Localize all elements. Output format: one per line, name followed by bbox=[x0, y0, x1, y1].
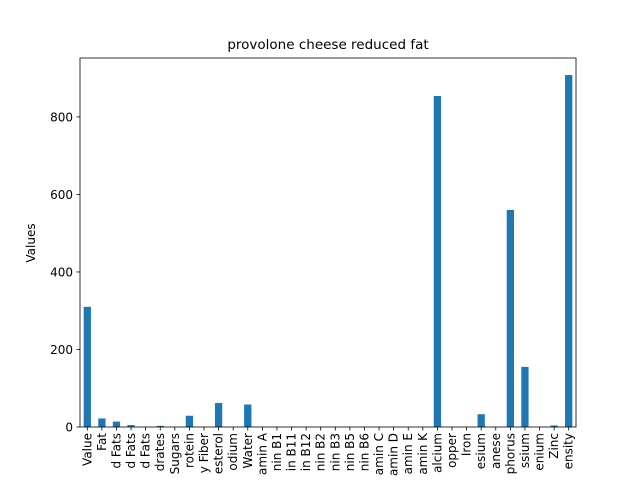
x-tick-label: amin K bbox=[416, 432, 430, 475]
y-tick-label: 200 bbox=[50, 343, 73, 357]
x-tick-label: nin B1 bbox=[270, 433, 284, 471]
x-tick-label: amin A bbox=[255, 432, 269, 475]
x-tick-label: enium bbox=[533, 433, 547, 471]
x-tick-label: anese bbox=[489, 433, 503, 469]
x-tick-label: y Fiber bbox=[197, 433, 211, 473]
x-tick-label: Water bbox=[241, 433, 255, 469]
x-tick-label: Iron bbox=[460, 433, 474, 456]
bar bbox=[112, 421, 121, 427]
bar bbox=[83, 306, 91, 427]
bar bbox=[185, 415, 194, 427]
y-tick-label: 0 bbox=[65, 421, 73, 435]
bar bbox=[433, 95, 442, 428]
x-tick-label: nin B6 bbox=[357, 433, 371, 471]
x-tick-label: Fat bbox=[95, 433, 109, 451]
bar bbox=[565, 75, 573, 428]
y-axis-label: Values bbox=[24, 223, 38, 262]
y-axis: 0 200 400 600 800 bbox=[50, 110, 80, 435]
y-tick-label: 800 bbox=[50, 110, 73, 124]
x-tick-label: in B12 bbox=[299, 433, 313, 471]
bar bbox=[506, 209, 514, 427]
bar bbox=[98, 418, 106, 427]
x-tick-label: nin B5 bbox=[343, 433, 357, 471]
x-tick-label: in B11 bbox=[285, 433, 299, 471]
plot-border bbox=[79, 57, 577, 428]
x-tick-label: ensity bbox=[562, 433, 576, 469]
bar bbox=[477, 414, 485, 427]
x-tick-label: amin D bbox=[387, 433, 401, 476]
bar bbox=[214, 402, 223, 427]
bar bbox=[244, 404, 252, 427]
x-tick-label: opper bbox=[445, 433, 459, 468]
x-tick-label: nin B2 bbox=[314, 433, 328, 471]
bar bbox=[156, 425, 164, 427]
x-tick-label: phorus bbox=[503, 433, 517, 474]
x-tick-label: amin E bbox=[401, 433, 415, 474]
x-tick-label: nin B3 bbox=[328, 433, 342, 471]
x-tick-label: esium bbox=[474, 433, 488, 469]
bars-layer bbox=[83, 75, 573, 428]
plot-frame bbox=[79, 57, 577, 428]
x-tick-label: ssium bbox=[518, 433, 532, 468]
x-tick-label: odium bbox=[226, 433, 240, 471]
y-tick-label: 400 bbox=[50, 265, 73, 279]
y-tick-label: 600 bbox=[50, 188, 73, 202]
x-tick-label: alcium bbox=[430, 433, 444, 473]
x-tick-label: amin C bbox=[372, 433, 386, 475]
x-tick-label: rotein bbox=[182, 433, 196, 468]
bar bbox=[127, 425, 135, 427]
chart-title: provolone cheese reduced fat bbox=[227, 37, 428, 53]
x-axis: Value Fat d Fats d Fats d Fats drates Sugars ro… bbox=[80, 427, 576, 476]
x-tick-label: d Fats bbox=[139, 433, 153, 469]
x-tick-label: d Fats bbox=[109, 433, 123, 469]
bar bbox=[550, 425, 558, 427]
x-tick-label: Value bbox=[80, 433, 94, 466]
x-tick-label: Zinc bbox=[547, 433, 561, 459]
x-tick-label: drates bbox=[153, 433, 167, 471]
x-tick-label: d Fats bbox=[124, 433, 138, 469]
x-tick-label: Sugars bbox=[168, 433, 182, 474]
bar bbox=[521, 366, 529, 427]
x-tick-label: esterol bbox=[212, 433, 226, 474]
